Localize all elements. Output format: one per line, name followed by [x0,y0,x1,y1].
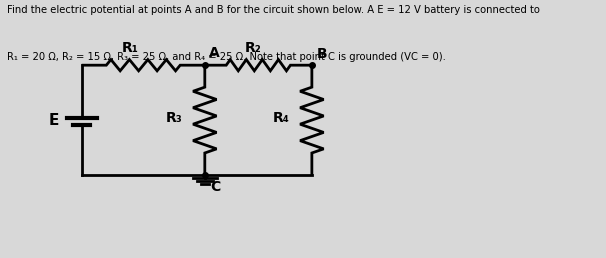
Text: R₄: R₄ [273,110,290,125]
Text: R₁: R₁ [121,42,138,55]
Text: C: C [210,180,221,194]
Text: R₁ = 20 Ω, R₂ = 15 Ω, R₃ = 25 Ω, and R₄ = 25 Ω. Note that point C is grounded (V: R₁ = 20 Ω, R₂ = 15 Ω, R₃ = 25 Ω, and R₄ … [7,52,445,62]
Text: B: B [317,47,328,61]
Text: E: E [49,112,59,127]
Text: A: A [209,46,220,60]
Text: R₃: R₃ [165,110,182,125]
Text: Find the electric potential at points A and B for the circuit shown below. A E =: Find the electric potential at points A … [7,5,539,15]
Text: R₂: R₂ [245,42,261,55]
